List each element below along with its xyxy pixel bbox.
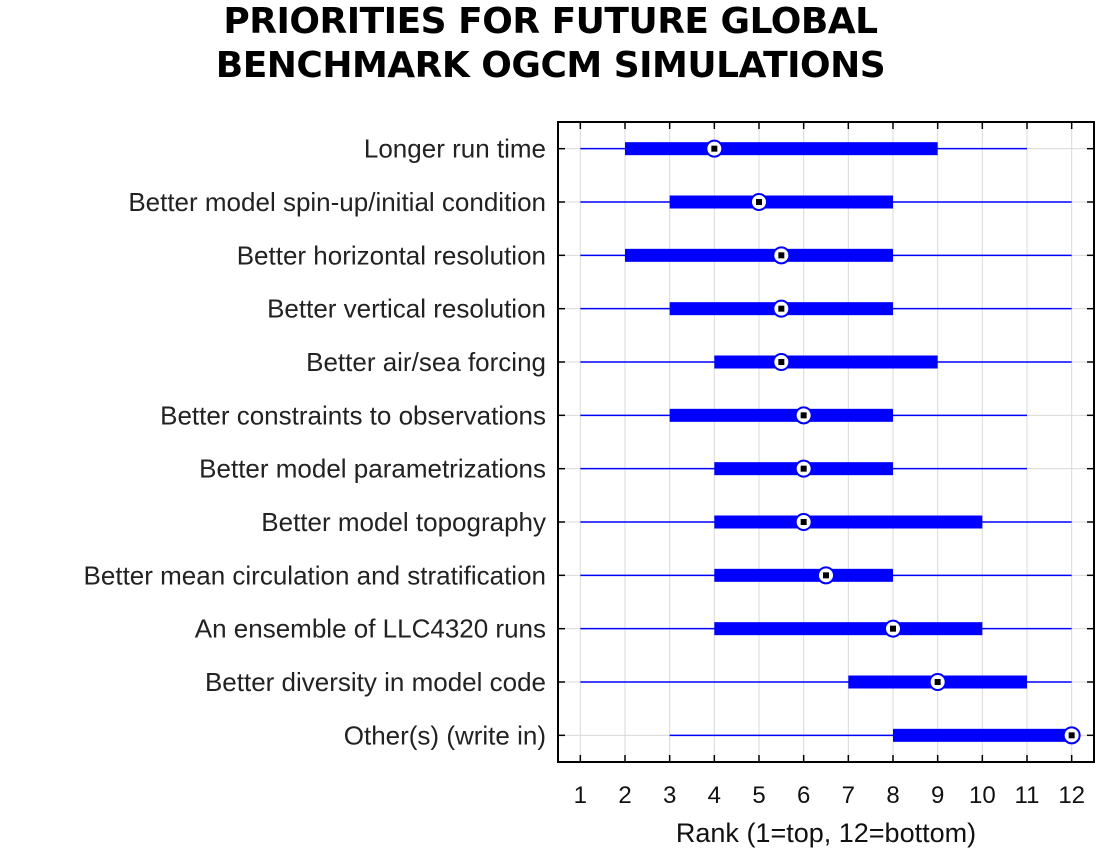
- x-tick-label: 10: [969, 782, 996, 809]
- box-row: [580, 139, 1027, 158]
- median-dot: [823, 572, 829, 579]
- category-label: Better diversity in model code: [205, 667, 546, 697]
- boxplot-series: [580, 139, 1081, 745]
- median-dot: [890, 625, 896, 632]
- iqr-box: [625, 142, 938, 156]
- median-dot: [778, 359, 785, 365]
- grid-lines: [558, 122, 1094, 762]
- box-row: [580, 406, 1027, 425]
- box-row: [580, 246, 1072, 265]
- category-label: Better model parametrizations: [199, 454, 546, 484]
- category-label: Better vertical resolution: [267, 294, 546, 324]
- x-tick-label: 4: [708, 782, 721, 809]
- category-label: Better horizontal resolution: [237, 240, 546, 270]
- box-row: [669, 726, 1081, 745]
- x-tick-label: 3: [663, 782, 676, 809]
- box-row: [580, 459, 1027, 478]
- median-dot: [800, 465, 807, 472]
- median-dot: [800, 412, 807, 419]
- chart-title-line-2: BENCHMARK OGCM SIMULATIONS: [215, 45, 886, 86]
- x-axis-ticks: [579, 122, 1073, 762]
- y-axis-ticks: [558, 147, 1094, 737]
- median-dot: [800, 519, 807, 525]
- median-dot: [934, 679, 941, 685]
- chart-title-line-1: PRIORITIES FOR FUTURE GLOBAL: [223, 1, 878, 42]
- box-row: [580, 513, 1072, 531]
- x-tick-label: 11: [1015, 782, 1040, 809]
- x-tick-labels: 1 2 3 4 5 6 7 8 9 10 11 12: [574, 782, 1085, 809]
- median-dot: [778, 252, 785, 259]
- category-label: Other(s) (write in): [344, 720, 546, 750]
- x-tick-label: 1: [574, 782, 587, 809]
- x-tick-label: 7: [842, 782, 855, 809]
- iqr-box: [714, 622, 983, 636]
- iqr-box: [669, 408, 893, 422]
- iqr-box: [625, 248, 893, 262]
- category-label: Better model topography: [261, 507, 546, 537]
- category-label: Better constraints to observations: [160, 400, 546, 430]
- median-dot: [711, 145, 718, 152]
- x-axis-label: Rank (1=top, 12=bottom): [676, 818, 976, 848]
- iqr-box: [714, 355, 938, 369]
- x-tick-label: 9: [931, 782, 944, 809]
- category-label: Better model spin-up/initial condition: [128, 187, 546, 217]
- box-row: [580, 619, 1072, 638]
- x-tick-label: 8: [886, 782, 899, 809]
- x-tick-label: 5: [752, 782, 765, 809]
- category-labels: Longer run time Better model spin-up/init…: [84, 134, 546, 751]
- iqr-box: [714, 568, 893, 582]
- iqr-box: [714, 515, 983, 529]
- median-dot: [1068, 732, 1075, 739]
- plot-frame: [557, 121, 1095, 763]
- iqr-box: [669, 195, 893, 209]
- box-row: [580, 299, 1072, 318]
- category-label: Better air/sea forcing: [306, 347, 546, 377]
- box-row: [580, 673, 1072, 691]
- median-dot: [756, 199, 762, 205]
- x-tick-label: 6: [797, 782, 810, 809]
- x-tick-label: 12: [1058, 782, 1085, 809]
- median-dot: [778, 305, 785, 312]
- box-row: [580, 193, 1072, 211]
- category-label: Longer run time: [364, 134, 546, 164]
- x-tick-label: 2: [618, 782, 631, 809]
- category-label: Better mean circulation and stratificati…: [84, 560, 546, 590]
- chart-title: PRIORITIES FOR FUTURE GLOBAL BENCHMARK O…: [0, 0, 1101, 88]
- category-label: An ensemble of LLC4320 runs: [195, 614, 546, 644]
- iqr-box: [893, 728, 1072, 742]
- box-row: [580, 353, 1072, 371]
- box-row: [580, 566, 1072, 585]
